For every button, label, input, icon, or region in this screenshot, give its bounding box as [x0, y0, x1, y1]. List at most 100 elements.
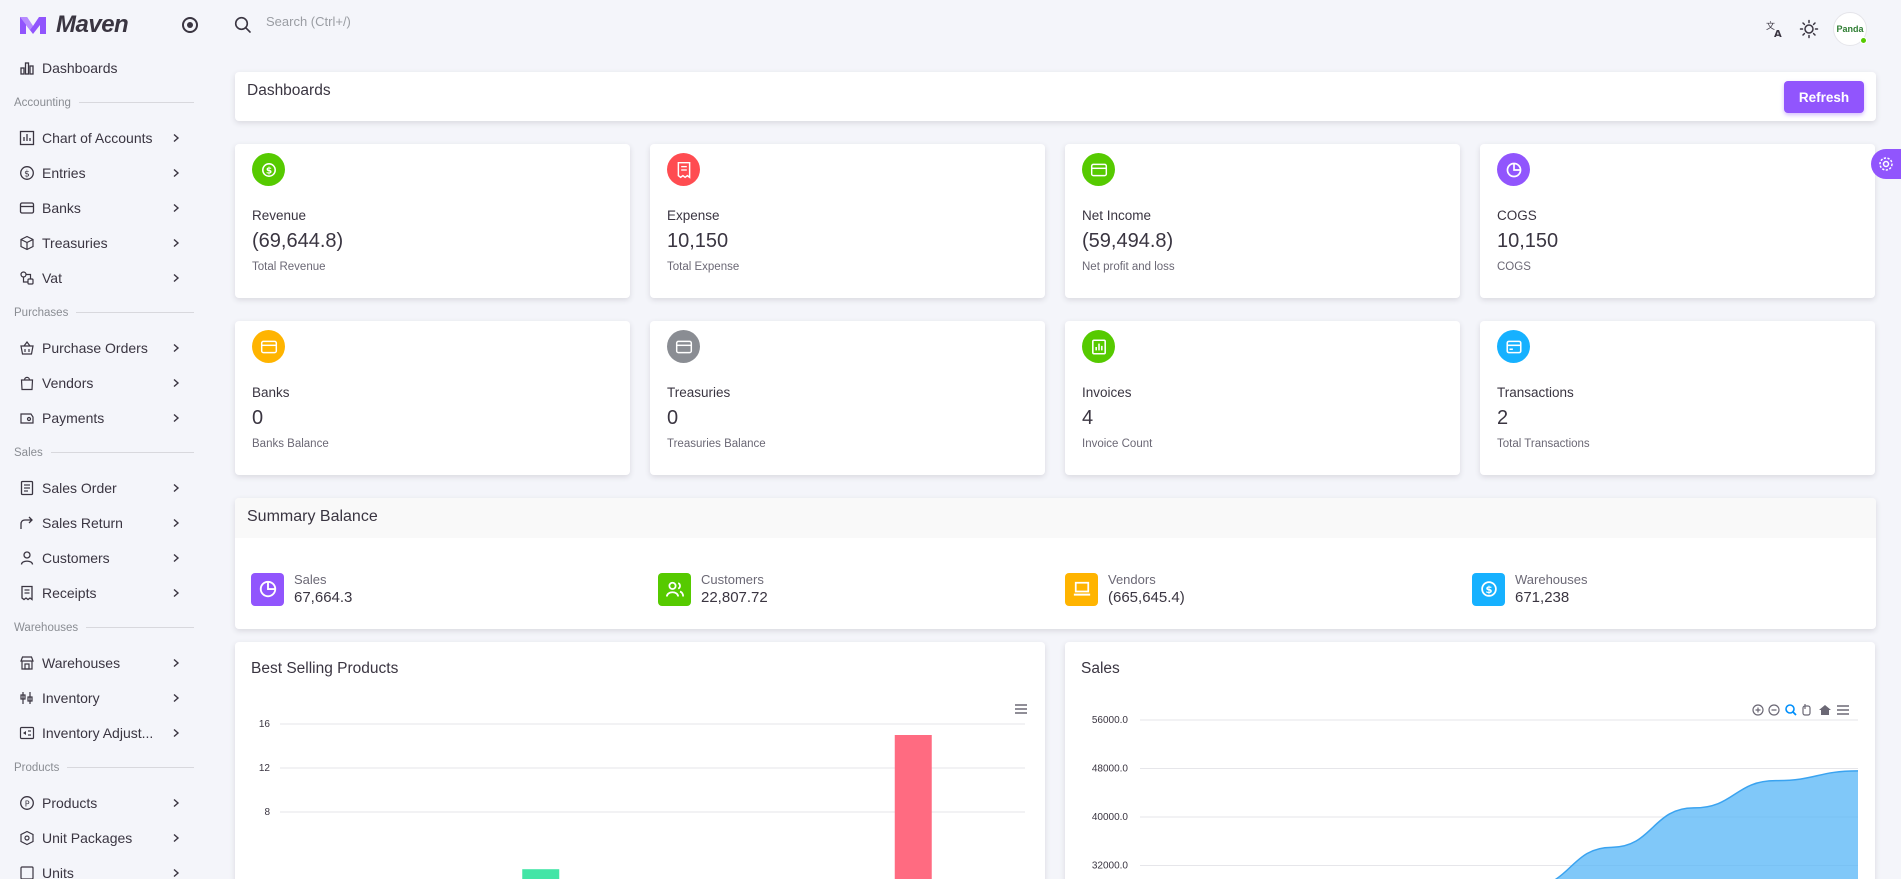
area-chart: 56000.0 48000.0 40000.0 32000.0: [1092, 715, 1859, 879]
sidebar-section-header: Products: [0, 750, 200, 785]
summary-item-name: Sales: [294, 572, 327, 587]
sidebar-item-sales-order[interactable]: Sales Order: [0, 470, 200, 505]
stat-card-expense: Expense 10,150 Total Expense: [650, 144, 1045, 298]
chevron-right-icon: [168, 165, 184, 181]
sidebar-item-purchase-orders[interactable]: Purchase Orders: [0, 330, 200, 365]
sidebar-item-vat[interactable]: Vat: [0, 260, 200, 295]
y-tick-label: 48000.0: [1092, 764, 1129, 775]
home-reset-icon[interactable]: [1819, 705, 1831, 715]
page-scrollbar[interactable]: [1889, 0, 1901, 879]
search-input[interactable]: [266, 14, 566, 29]
dollar-icon: $: [1472, 572, 1505, 606]
sales-chart-card: Sales 56000.0 48000.0 40000.0 32000.0: [1065, 642, 1875, 879]
online-status-dot: [1860, 37, 1867, 44]
units-icon: [18, 864, 36, 879]
stat-caption: Banks Balance: [252, 438, 329, 450]
sidebar-item-receipts[interactable]: Receipts: [0, 575, 200, 610]
wallet-icon: [18, 199, 36, 217]
refresh-button[interactable]: Refresh: [1784, 81, 1864, 113]
svg-text:$: $: [265, 166, 271, 176]
sidebar-item-banks[interactable]: Banks: [0, 190, 200, 225]
chevron-right-icon: [168, 655, 184, 671]
summary-item-name: Warehouses: [1515, 572, 1588, 587]
chevron-right-icon: [168, 340, 184, 356]
summary-item-value: 67,664.3: [294, 589, 353, 606]
stat-value: 10,150: [1497, 230, 1559, 252]
stat-label: Transactions: [1497, 385, 1574, 400]
invoice-icon: [1082, 330, 1115, 363]
sidebar-item-vendors[interactable]: Vendors: [0, 365, 200, 400]
sidebar-item-chart-of-accounts[interactable]: Chart of Accounts: [0, 120, 200, 155]
sidebar-item-units[interactable]: Units: [0, 855, 200, 879]
chevron-right-icon: [168, 235, 184, 251]
chevron-right-icon: [168, 830, 184, 846]
section-divider: [86, 627, 194, 628]
section-divider: [78, 102, 194, 103]
bar[interactable]: [522, 869, 560, 879]
pie-icon: [251, 572, 284, 606]
wallet-icon: [667, 330, 700, 363]
summary-item-warehouses: $ Warehouses 671,238: [1472, 572, 1879, 606]
theme-sun-icon[interactable]: [1799, 19, 1819, 39]
user-avatar[interactable]: Panda: [1833, 12, 1867, 46]
pie-icon: [1497, 153, 1530, 186]
sidebar-item-dashboards[interactable]: Dashboards: [0, 50, 200, 85]
sidebar-pin-icon[interactable]: [182, 17, 198, 33]
sidebar-item-label: Payments: [42, 409, 105, 426]
main-content: Dashboards Refresh $ Revenue (69,644.8) Tot…: [235, 72, 1876, 879]
sidebar-item-warehouses[interactable]: Warehouses: [0, 645, 200, 680]
section-label: Accounting: [14, 96, 71, 109]
svg-text:P: P: [25, 799, 30, 808]
section-divider: [67, 767, 194, 768]
sidebar-item-customers[interactable]: Customers: [0, 540, 200, 575]
zoom-in-icon[interactable]: [1752, 704, 1764, 716]
shopping-bag-icon: [18, 374, 36, 392]
y-tick-label: 40000.0: [1092, 812, 1129, 823]
vat-icon: [18, 269, 36, 287]
summary-item-vendors: Vendors (665,645.4): [1065, 572, 1472, 606]
sidebar-section-header: Sales: [0, 435, 200, 470]
sidebar-item-sales-return[interactable]: Sales Return: [0, 505, 200, 540]
sidebar-item-label: Dashboards: [42, 59, 118, 76]
customizer-settings-button[interactable]: [1871, 149, 1901, 179]
zoom-out-icon[interactable]: [1768, 704, 1780, 716]
best-selling-chart-card: Best Selling Products 16 12 8: [235, 642, 1045, 879]
stat-caption: Total Expense: [667, 261, 740, 273]
avatar-text: Panda: [1836, 24, 1864, 34]
svg-text:$: $: [24, 169, 30, 179]
chart-menu-icon[interactable]: [1014, 703, 1028, 715]
chevron-right-icon: [168, 375, 184, 391]
summary-item-sales: Sales 67,664.3: [251, 572, 658, 606]
sidebar-item-inventory-adjust[interactable]: Inventory Adjust...: [0, 715, 200, 750]
chart-menu-icon[interactable]: [1837, 705, 1849, 715]
section-label: Products: [14, 761, 60, 774]
chevron-right-icon: [168, 200, 184, 216]
bar[interactable]: [894, 735, 932, 879]
pan-hand-icon[interactable]: [1802, 704, 1811, 716]
y-tick-label: 8: [264, 807, 270, 818]
sidebar-item-products[interactable]: P Products: [0, 785, 200, 820]
sidebar-item-label: Sales Return: [42, 514, 123, 531]
sidebar-item-treasuries[interactable]: Treasuries: [0, 225, 200, 260]
stat-caption: Net profit and loss: [1082, 261, 1175, 273]
chevron-right-icon: [168, 410, 184, 426]
sidebar-section-header: Warehouses: [0, 610, 200, 645]
stat-label: Net Income: [1082, 208, 1152, 223]
topbar-actions: 文 A Panda: [1765, 12, 1867, 46]
sidebar-item-label: Vendors: [42, 374, 94, 391]
zoom-selection-icon[interactable]: [1785, 704, 1797, 716]
sidebar-item-label: Unit Packages: [42, 829, 133, 846]
sidebar-item-entries[interactable]: $ Entries: [0, 155, 200, 190]
receipt-icon: [18, 584, 36, 602]
sidebar-item-payments[interactable]: Payments: [0, 400, 200, 435]
chevron-right-icon: [168, 795, 184, 811]
brand[interactable]: Maven: [0, 0, 200, 50]
sidebar-item-label: Receipts: [42, 584, 97, 601]
payment-icon: [18, 409, 36, 427]
chevron-right-icon: [168, 865, 184, 879]
summary-item-value: (665,645.4): [1108, 589, 1185, 606]
sidebar-item-inventory[interactable]: Inventory: [0, 680, 200, 715]
translate-icon[interactable]: 文 A: [1765, 19, 1785, 39]
search-icon[interactable]: [234, 16, 252, 34]
sidebar-item-unit-packages[interactable]: Unit Packages: [0, 820, 200, 855]
